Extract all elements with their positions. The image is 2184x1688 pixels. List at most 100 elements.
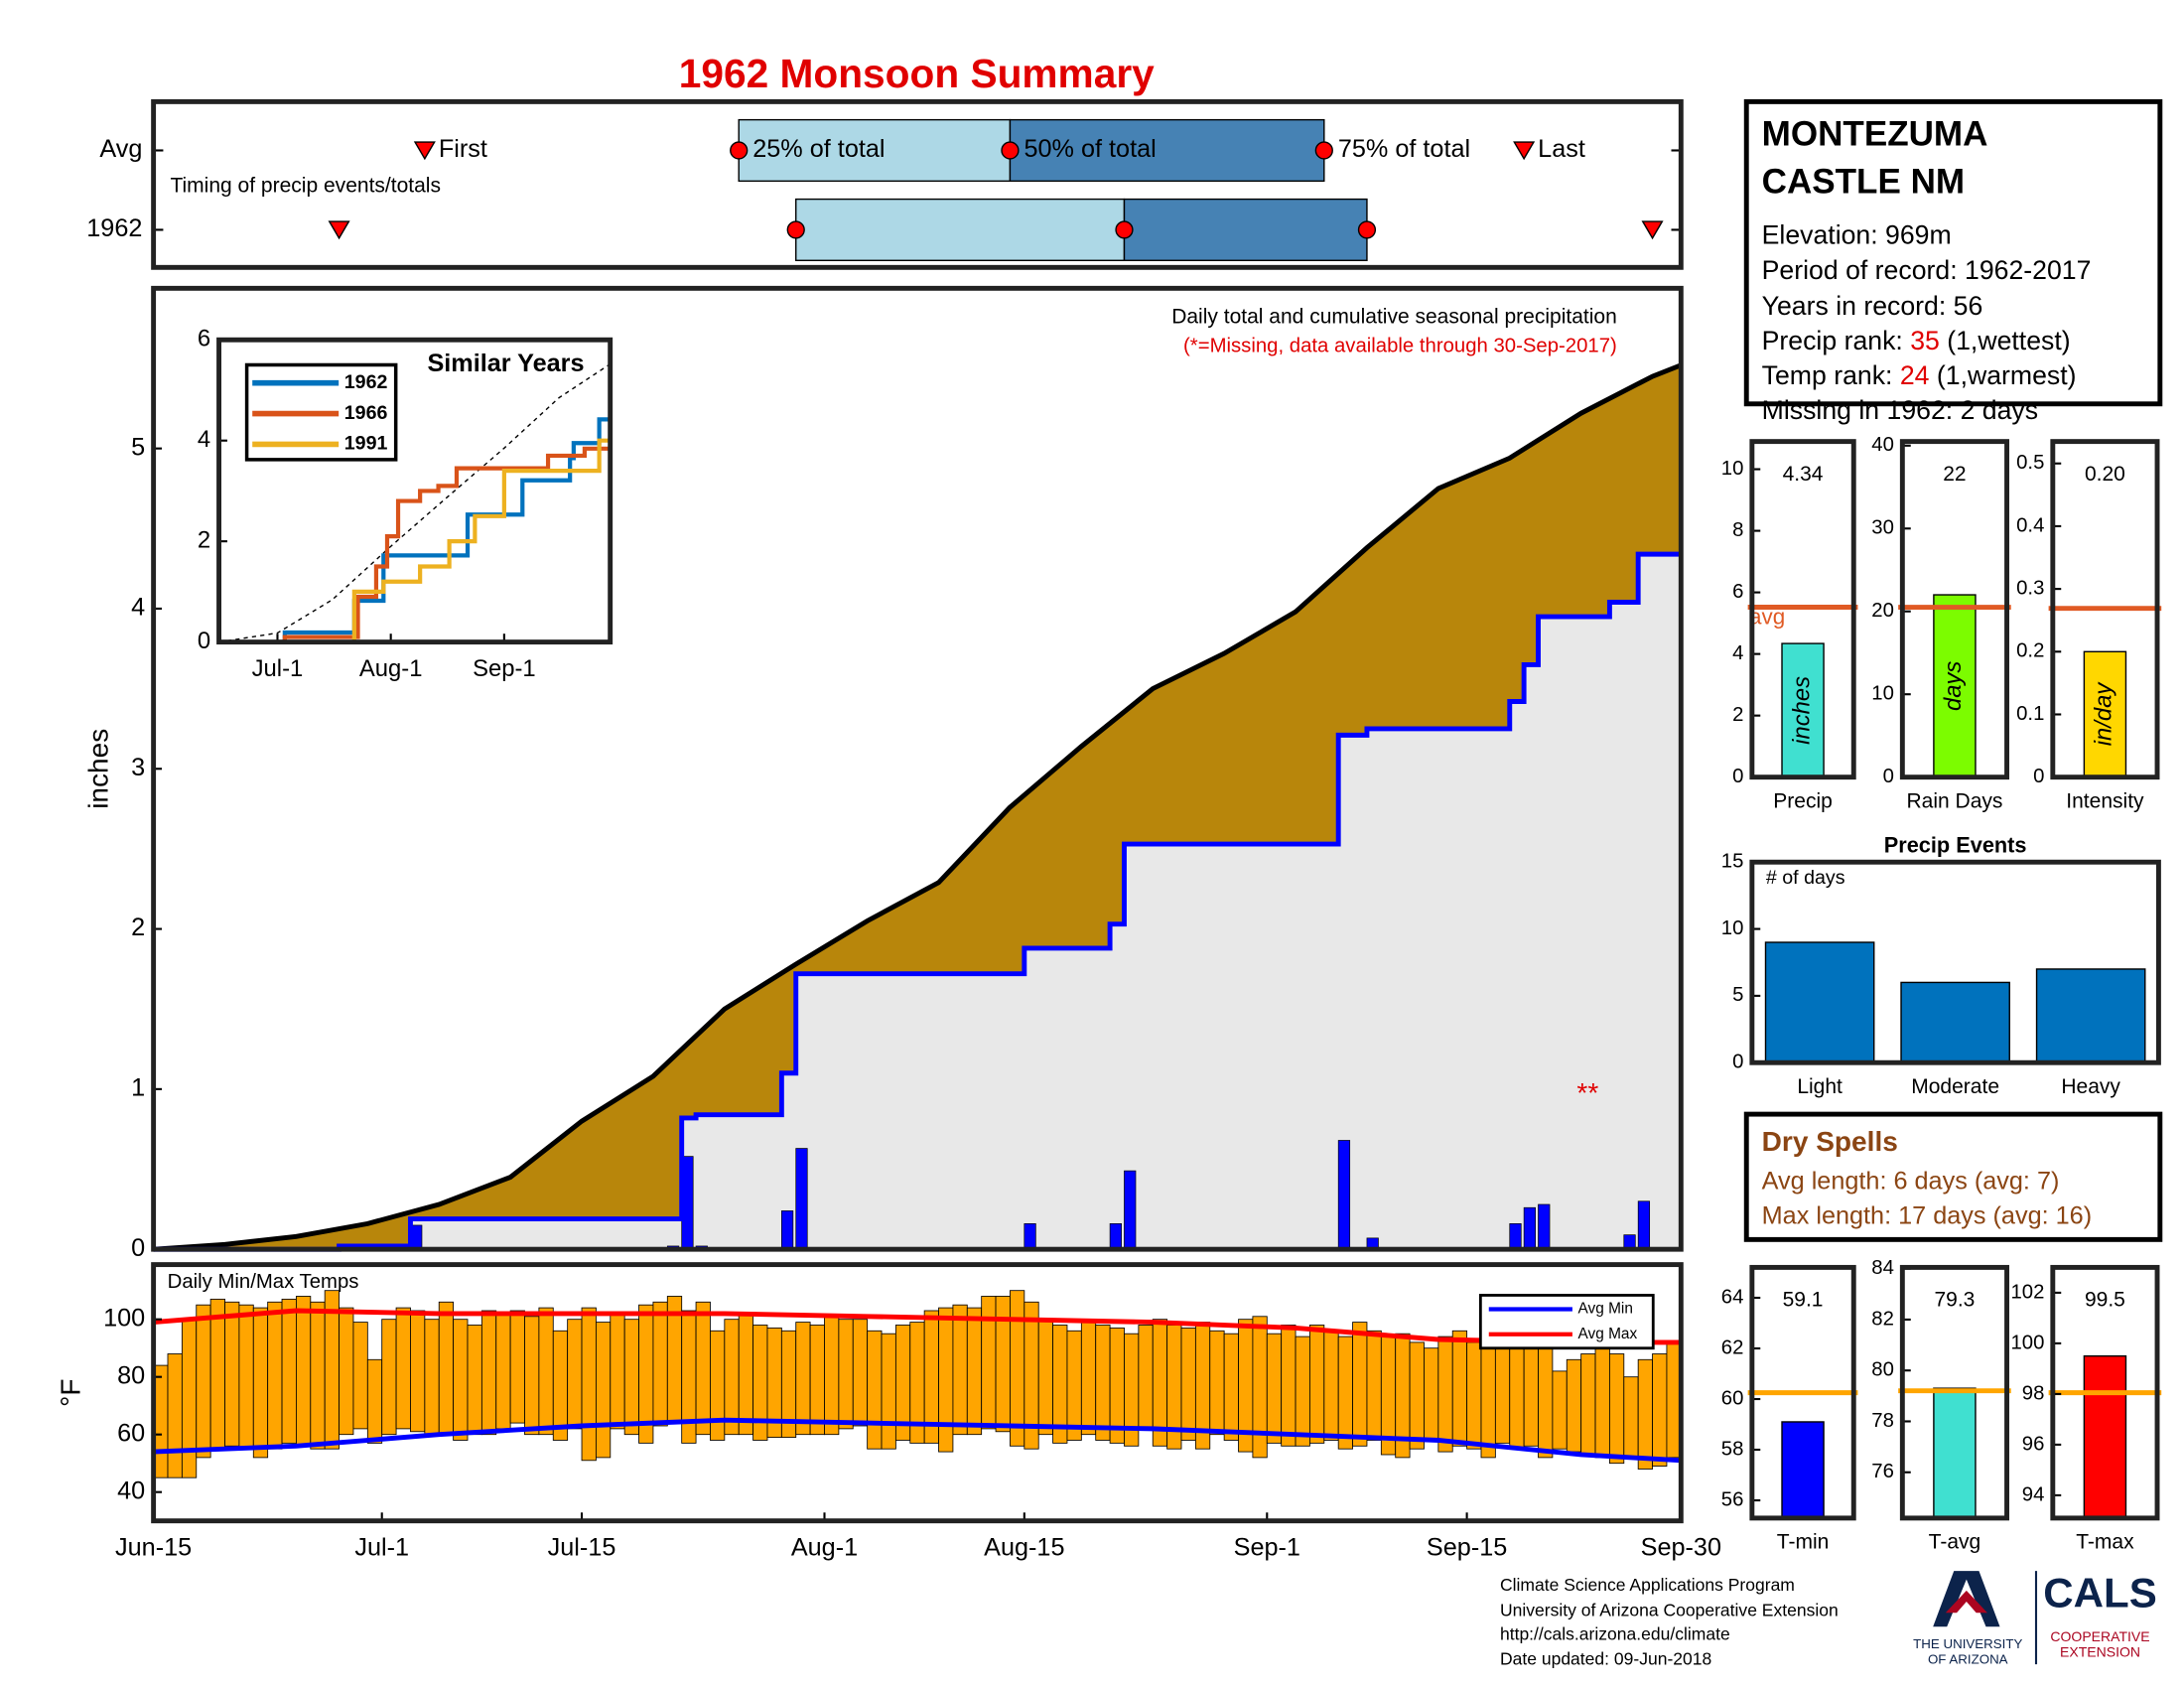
year-area <box>153 554 1682 1250</box>
temp-bar <box>196 1304 211 1459</box>
temp-bar <box>395 1307 411 1430</box>
temp-bar <box>1309 1325 1325 1444</box>
stat-bar <box>2083 1354 2127 1519</box>
temp-bar <box>1424 1347 1439 1441</box>
y-tick-label: 60 <box>117 1419 145 1447</box>
temp-bar <box>1366 1330 1382 1441</box>
temp-bar <box>1010 1290 1025 1447</box>
temp-bar <box>1566 1358 1582 1453</box>
avg-temp-line <box>153 1417 1682 1464</box>
temp-bar <box>995 1296 1011 1433</box>
page-title: 1962 Monsoon Summary <box>679 51 1155 96</box>
plot-frame <box>151 98 1684 270</box>
temp-bar <box>623 1319 639 1436</box>
timing-dot <box>1357 220 1377 239</box>
x-tick-label: Sep-1 <box>1234 1533 1300 1561</box>
temp-bar <box>467 1325 482 1436</box>
temp-bar <box>509 1310 525 1424</box>
temp-bar <box>595 1322 612 1459</box>
temp-bar <box>1552 1370 1568 1450</box>
x-tick-label: Jul-1 <box>252 655 304 682</box>
timing-triangle <box>1513 141 1536 161</box>
logo-text: COOPERATIVE <box>2050 1628 2149 1644</box>
plot-frame <box>2050 1264 2160 1521</box>
temp-bar <box>1066 1330 1082 1441</box>
y-tick-label: 0.3 <box>2016 577 2044 599</box>
y-tick-label: 62 <box>1721 1336 1744 1358</box>
y-tick-label: 98 <box>2022 1382 2045 1404</box>
temp-bar <box>1323 1330 1339 1441</box>
x-tick-label: Jul-15 <box>548 1533 616 1561</box>
annotation: # of days <box>1766 867 1845 889</box>
station-missing: Missing in 1962: 2 days <box>1762 395 2038 425</box>
annotation: Daily Min/Max Temps <box>168 1271 359 1293</box>
station-name: CASTLE NM <box>1762 162 1965 201</box>
temp-bar <box>1637 1358 1653 1470</box>
daily-bar <box>795 1148 808 1250</box>
y-tick-label: 0 <box>1732 766 1743 787</box>
timing-dot <box>786 220 805 239</box>
unit-label: inches <box>1788 676 1815 745</box>
stat-bar <box>1781 1421 1825 1519</box>
y-tick-label: 78 <box>1871 1410 1894 1432</box>
temp-bar <box>167 1353 183 1478</box>
footer-line: Climate Science Applications Program <box>1500 1575 1795 1595</box>
temp-bar <box>809 1325 825 1436</box>
y-tick-label: 6 <box>1732 581 1743 603</box>
temp-bar <box>281 1298 297 1444</box>
reference-line <box>218 363 612 643</box>
value-label: 0.20 <box>2085 463 2125 486</box>
y-tick-label: 60 <box>1721 1387 1744 1409</box>
temp-bar <box>1281 1325 1297 1447</box>
temp-bar <box>867 1330 883 1450</box>
temp-bar <box>1652 1353 1668 1468</box>
temp-bar <box>1095 1325 1111 1441</box>
rank-note: (1,wettest) <box>1940 326 2071 355</box>
temp-bar <box>881 1333 896 1450</box>
row-label: Avg <box>99 135 142 163</box>
temp-bar <box>1180 1327 1196 1441</box>
rank-value: 35 <box>1910 326 1940 355</box>
temp-bar <box>1451 1330 1468 1447</box>
logo-a-inner <box>1945 1590 1987 1614</box>
y-tick-label: 56 <box>1721 1488 1744 1510</box>
temp-bar <box>453 1319 469 1441</box>
temp-bar <box>610 1313 625 1430</box>
temp-bar <box>795 1322 811 1436</box>
station-name: MONTEZUMA <box>1762 115 1988 154</box>
legend-label: 1991 <box>344 433 388 455</box>
y-tick-label: 8 <box>1732 519 1743 541</box>
temp-bar <box>224 1301 240 1447</box>
average-line <box>153 362 1683 1252</box>
daily-bar <box>1538 1203 1551 1250</box>
temp-bar <box>695 1301 711 1436</box>
temp-bar <box>1538 1330 1554 1459</box>
x-tick-label: Sep-1 <box>473 655 536 682</box>
y-tick-label: 15 <box>1721 851 1744 873</box>
plot-frame <box>151 1262 1684 1524</box>
daily-bar <box>1109 1223 1122 1250</box>
timing-label: 50% of total <box>1024 135 1156 163</box>
legend-box <box>1478 1294 1655 1350</box>
plot-frame <box>1749 439 1856 780</box>
temp-bar <box>738 1313 754 1436</box>
temp-bar <box>209 1298 225 1450</box>
event-bar <box>1900 981 2010 1063</box>
station-rank: Temp rank: 24 (1,warmest) <box>1762 360 2077 390</box>
temp-bar <box>1437 1336 1453 1453</box>
rank-note: (1,warmest) <box>1929 360 2076 390</box>
timing-box <box>795 198 1126 261</box>
legend-label: Avg Min <box>1578 1301 1633 1318</box>
temp-bar <box>1266 1333 1283 1444</box>
temp-bar <box>438 1301 455 1436</box>
station-rank: Precip rank: 35 (1,wettest) <box>1762 326 2071 355</box>
temp-bar <box>1209 1330 1225 1436</box>
x-tick-label: Aug-15 <box>984 1533 1064 1561</box>
y-tick-label: 1 <box>131 1074 145 1102</box>
timing-triangle <box>413 141 436 161</box>
stat-bar <box>1933 1387 1977 1519</box>
temp-bar <box>424 1319 440 1436</box>
plot-frame <box>1749 859 2161 1065</box>
temp-bar <box>238 1304 254 1450</box>
